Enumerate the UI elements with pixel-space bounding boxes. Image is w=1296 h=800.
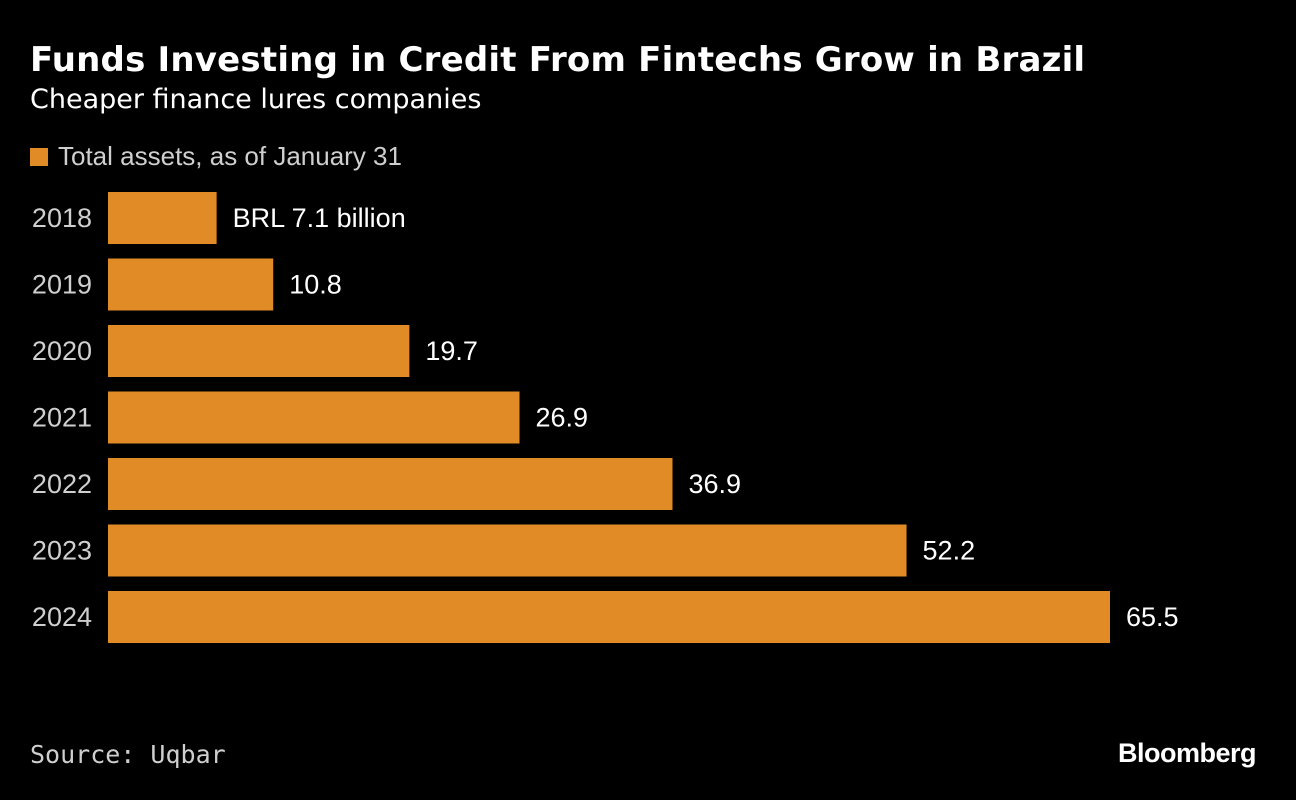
bar-2024 <box>108 591 1110 643</box>
bar-2022 <box>108 458 673 510</box>
chart-subtitle: Cheaper finance lures companies <box>30 84 482 115</box>
category-label: 2022 <box>32 469 92 499</box>
legend-label: Total assets, as of January 31 <box>58 141 402 171</box>
source-note: Source: Uqbar <box>30 740 226 769</box>
bar-2019 <box>108 258 274 311</box>
category-label: 2024 <box>32 602 92 632</box>
category-label: 2019 <box>32 270 92 300</box>
category-label: 2018 <box>32 203 92 233</box>
data-label: 52.2 <box>923 536 976 566</box>
data-label: 26.9 <box>536 403 589 433</box>
legend: Total assets, as of January 31 <box>30 141 402 172</box>
legend-swatch <box>30 147 48 166</box>
data-label: 10.8 <box>289 270 342 300</box>
category-label: 2020 <box>32 336 92 366</box>
bloomberg-logo: Bloomberg <box>1117 738 1257 768</box>
bar-2021 <box>108 391 520 444</box>
data-label: 19.7 <box>425 336 478 366</box>
bar-2018 <box>108 192 217 244</box>
bar-2023 <box>108 524 907 577</box>
category-label: 2021 <box>32 403 92 433</box>
category-label: 2023 <box>32 536 92 566</box>
data-label: BRL 7.1 billion <box>233 203 406 233</box>
data-label: 65.5 <box>1126 602 1179 632</box>
data-label: 36.9 <box>688 469 741 499</box>
chart-title: Funds Investing in Credit From Fintechs … <box>30 40 1086 80</box>
bar-2020 <box>108 325 410 377</box>
